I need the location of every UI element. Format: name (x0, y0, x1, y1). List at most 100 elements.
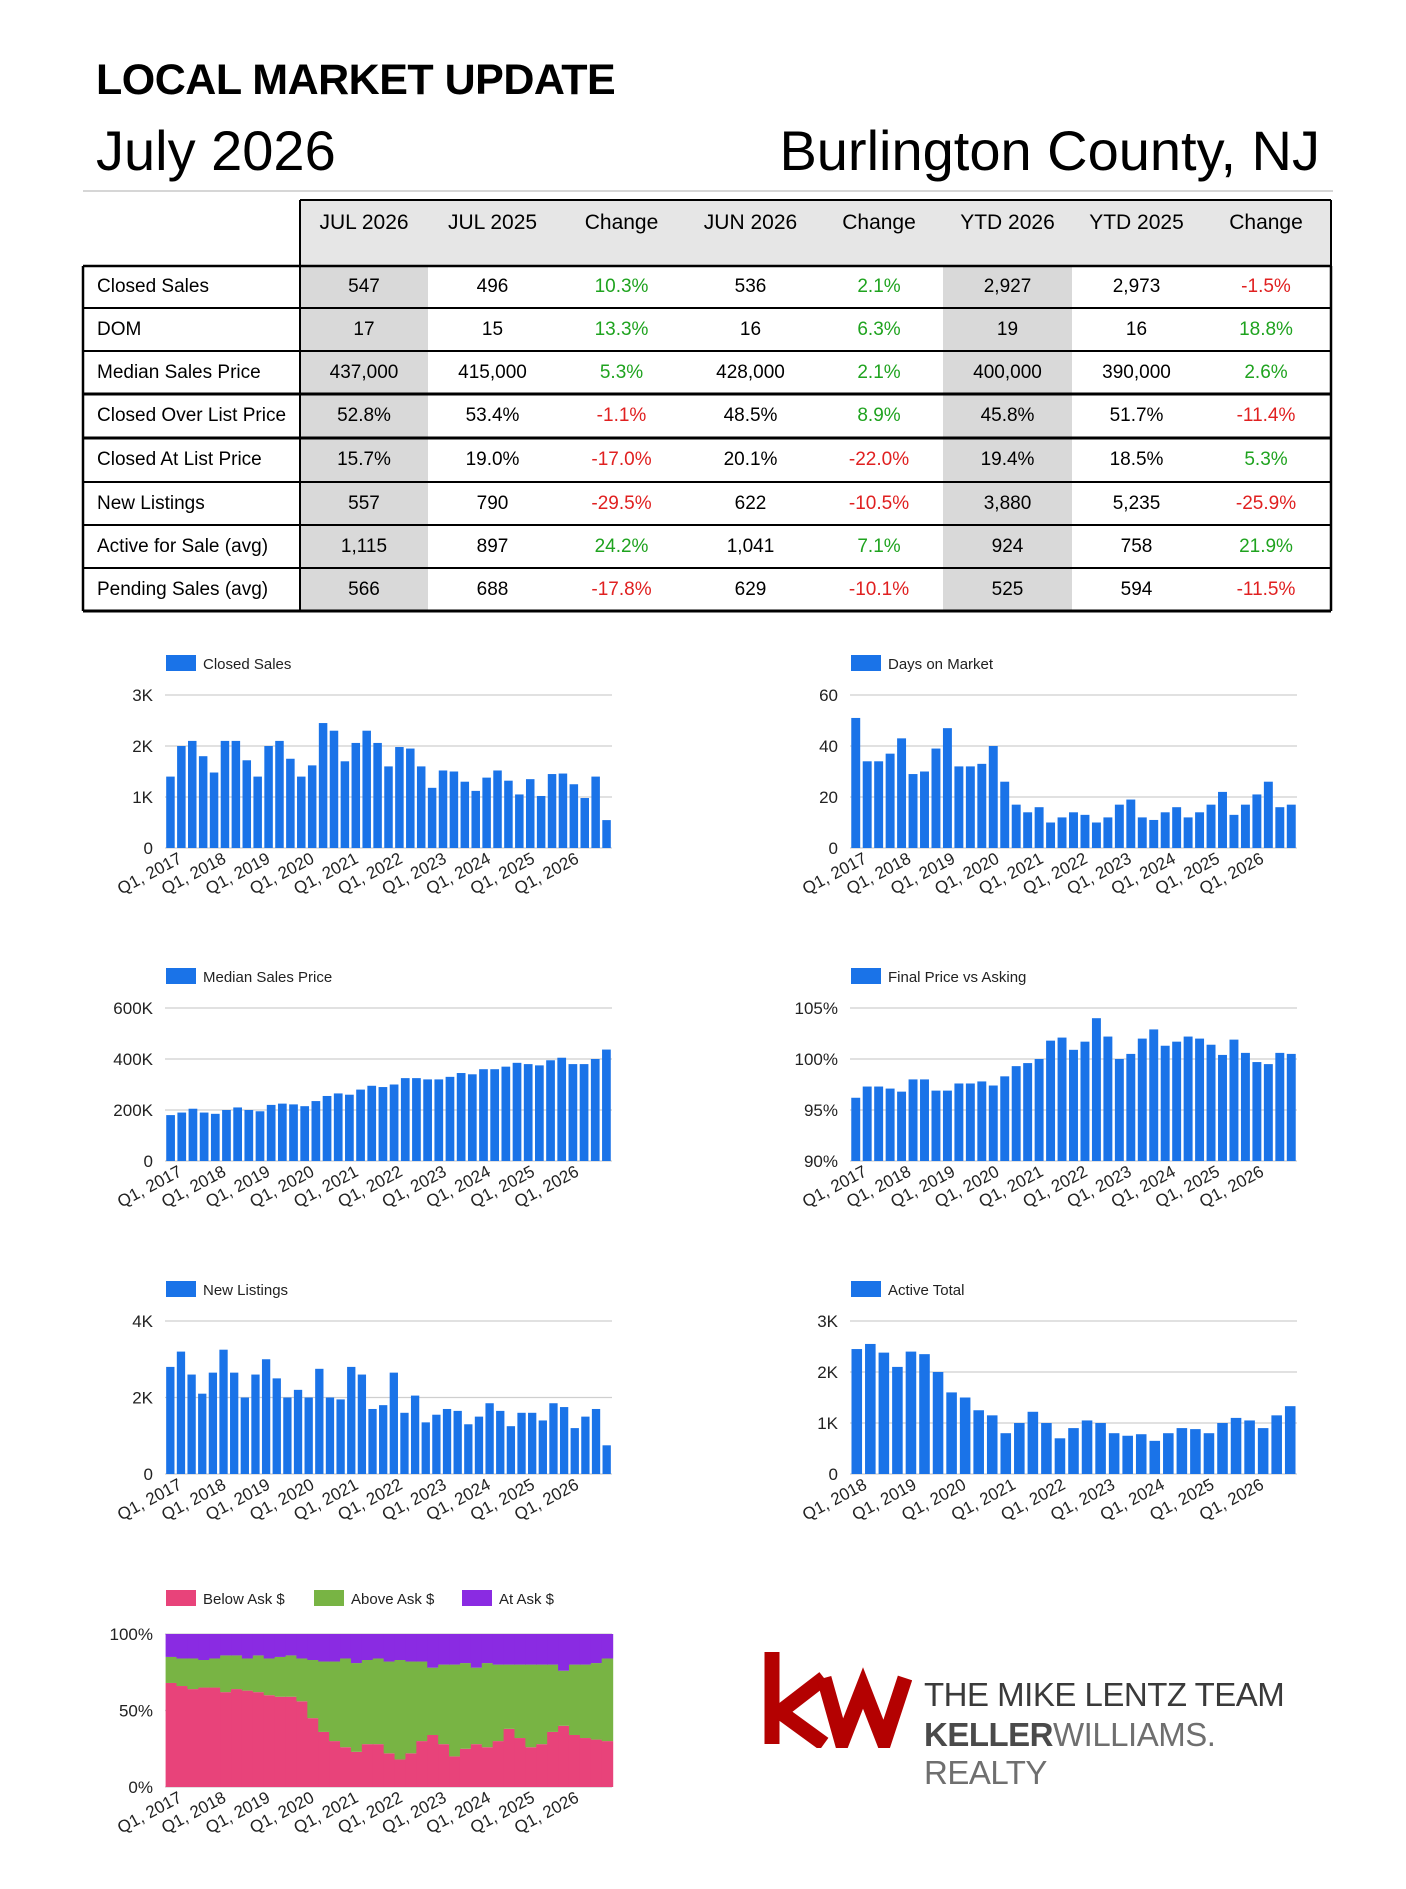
column-header: JUN 2026 (703, 211, 798, 234)
bar (474, 1416, 484, 1474)
bar (166, 1366, 175, 1474)
y-tick-label: 100% (795, 1050, 838, 1069)
y-tick-label: 0 (144, 1152, 153, 1171)
bar (1229, 1039, 1239, 1161)
stacked-bar-segment (274, 1656, 287, 1697)
bar (549, 1403, 558, 1474)
stacked-bar-segment (220, 1692, 232, 1787)
bar (445, 1076, 455, 1161)
stacked-bar-segment (252, 1634, 265, 1656)
table-cell: 566 (348, 578, 380, 600)
bar (208, 1372, 218, 1474)
stacked-bar-segment (307, 1660, 319, 1719)
stacked-bar-segment (568, 1734, 581, 1787)
row-label: Pending Sales (avg) (97, 578, 269, 600)
bar (1275, 807, 1285, 848)
bar (1103, 817, 1113, 848)
legend-label: Final Price vs Asking (888, 969, 1026, 986)
stacked-bar-segment (547, 1731, 559, 1787)
stacked-bar-segment (318, 1661, 330, 1732)
bar (423, 1079, 432, 1161)
stacked-bar-segment (285, 1634, 298, 1656)
bar (378, 1087, 388, 1161)
bar (1057, 817, 1067, 848)
stacked-bar-segment (579, 1634, 592, 1665)
stacked-bar-segment (187, 1658, 199, 1690)
legend-label: At Ask $ (499, 1591, 555, 1608)
bar (464, 1424, 473, 1474)
stacked-bar-segment (558, 1725, 570, 1787)
bar (1183, 1036, 1193, 1161)
stacked-bar-segment (492, 1634, 505, 1665)
legend-swatch (851, 1281, 881, 1297)
bar (1257, 1428, 1269, 1474)
bar (1122, 1435, 1133, 1474)
stacked-bar-segment (470, 1744, 483, 1787)
row-label: Active for Sale (avg) (97, 535, 269, 557)
table-cell: -17.0% (591, 449, 652, 470)
column-header: JUL 2025 (447, 211, 538, 234)
bar (920, 771, 929, 848)
stacked-bar-segment (165, 1656, 178, 1683)
stacked-bar-segment (263, 1658, 276, 1696)
stacked-bar-segment (340, 1747, 352, 1787)
stacked-bar-segment (470, 1667, 483, 1745)
bar (1027, 1411, 1039, 1474)
table-cell: -22.0% (848, 449, 910, 470)
bar (538, 1420, 547, 1474)
stacked-bar-segment (241, 1690, 254, 1787)
stacked-bar-segment (525, 1634, 537, 1665)
bar (1286, 1053, 1296, 1161)
bar (1271, 1415, 1282, 1474)
stacked-bar-segment (209, 1658, 221, 1688)
stacked-bar-segment (427, 1734, 439, 1787)
stacked-bar-segment (449, 1634, 461, 1665)
bar (1183, 817, 1193, 848)
y-tick-label: 0 (144, 839, 153, 858)
bar (351, 742, 361, 848)
table-cell: 5,235 (1112, 492, 1161, 514)
stacked-bar-segment (536, 1664, 548, 1745)
stacked-bar-segment (252, 1655, 265, 1693)
table-cell: 5.3% (599, 361, 644, 383)
bar (1263, 1064, 1273, 1161)
stacked-bar-segment (503, 1634, 516, 1665)
bar (1218, 791, 1227, 848)
stacked-bar-segment (329, 1661, 341, 1742)
bar (1149, 819, 1159, 848)
stacked-bar-segment (220, 1634, 232, 1656)
bar (1240, 804, 1250, 848)
table-cell: 21.9% (1239, 535, 1293, 557)
bar (1011, 1066, 1021, 1161)
bar (1000, 1433, 1012, 1474)
table-cell: 15 (481, 318, 504, 340)
stacked-bar-segment (372, 1634, 385, 1659)
stacked-bar-segment (165, 1634, 178, 1657)
bar (479, 1069, 488, 1161)
bar (932, 1372, 944, 1474)
stacked-bar-segment (318, 1634, 330, 1662)
table-cell: -10.1% (848, 578, 910, 600)
stacked-bar-segment (198, 1687, 210, 1787)
stacked-bar-segment (514, 1738, 526, 1787)
bar (336, 1399, 345, 1474)
bar (1252, 1062, 1262, 1161)
bar (569, 784, 579, 848)
bar (942, 728, 952, 848)
bar (1163, 1433, 1174, 1474)
bar (977, 1081, 987, 1161)
stacked-bar-segment (187, 1689, 199, 1787)
stacked-bar-segment (361, 1660, 374, 1745)
bar (602, 1445, 611, 1474)
header-divider (83, 190, 1333, 192)
table-cell: 629 (734, 578, 767, 600)
table-cell: -11.4% (1236, 405, 1296, 426)
bar (1217, 1423, 1228, 1474)
bar (1041, 1423, 1052, 1474)
stacked-bar-segment (449, 1664, 461, 1757)
stacked-bar-segment (547, 1664, 559, 1732)
legend-swatch (166, 1590, 196, 1606)
y-tick-label: 0 (829, 1465, 838, 1484)
bar (1103, 1036, 1113, 1161)
